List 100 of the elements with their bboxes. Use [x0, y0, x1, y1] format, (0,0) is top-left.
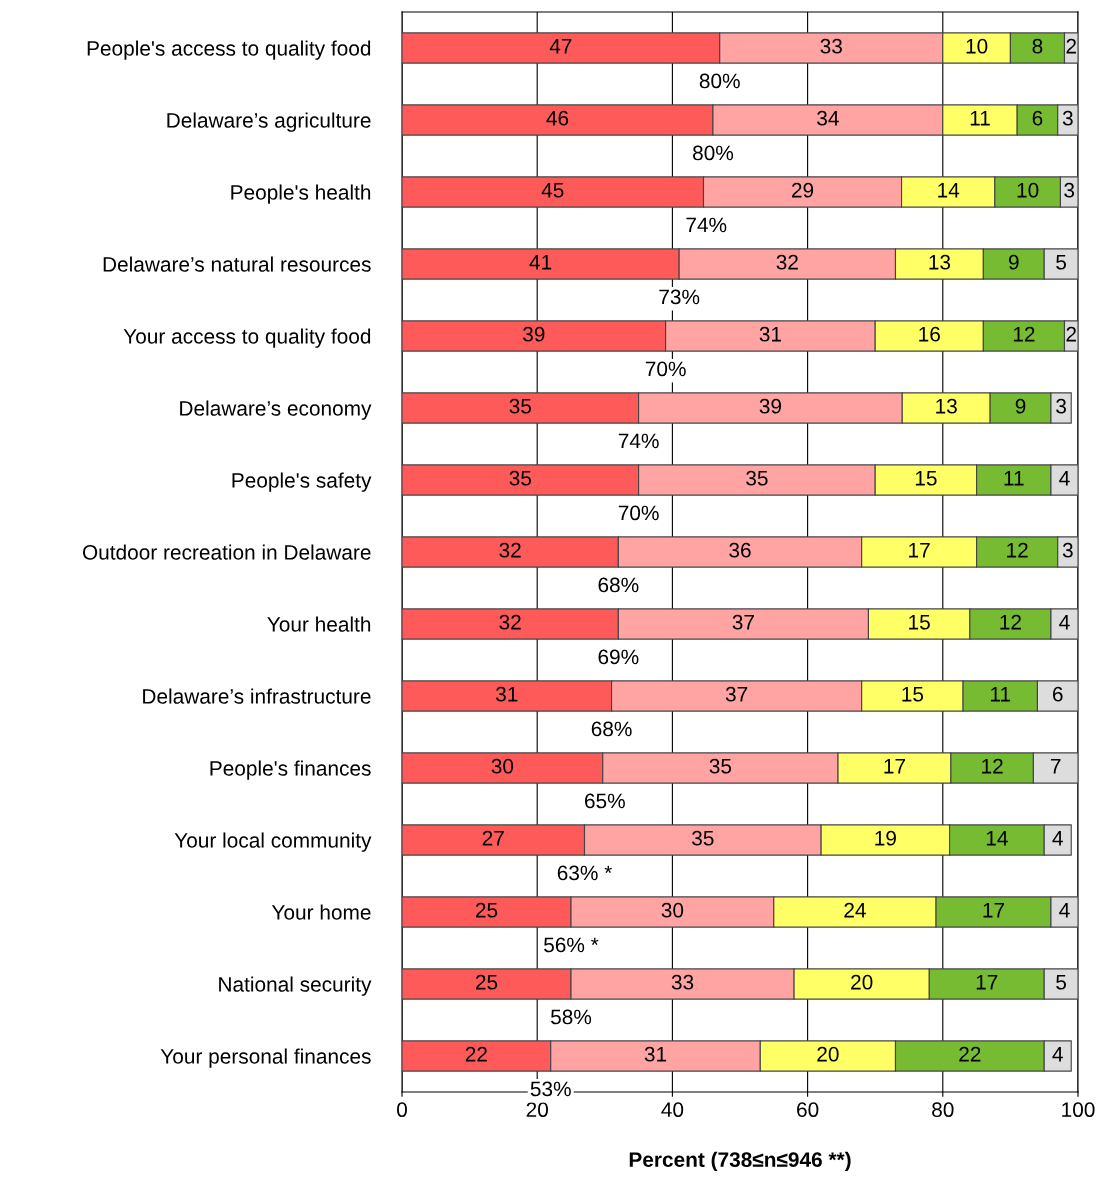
data-label: 5 [1056, 975, 1067, 990]
data-label: 31 [644, 1046, 667, 1062]
data-label: 4 [1059, 471, 1070, 486]
y-tick-label: People's health [231, 184, 371, 204]
data-label: 14 [938, 183, 960, 198]
y-tick-label: Your health [267, 616, 371, 632]
data-label: 9 [1015, 398, 1026, 414]
y-tick-label: Delaware’s infrastructure [143, 688, 371, 704]
x-tick-label: 100 [1062, 1102, 1095, 1118]
data-label: 7 [1050, 759, 1061, 774]
annotation: 53% [530, 1081, 571, 1097]
data-label: 31 [495, 686, 518, 702]
data-label: 11 [991, 687, 1011, 702]
data-label: 35 [709, 758, 732, 774]
annotation: 74% [618, 433, 659, 449]
y-tick-label: Your personal finances [160, 1048, 371, 1068]
y-tick-label: Delaware’s economy [180, 400, 372, 420]
data-label: 4 [1059, 615, 1070, 630]
data-label: 3 [1062, 542, 1073, 558]
data-label: 13 [936, 398, 957, 414]
data-label: 33 [820, 38, 842, 54]
data-label: 47 [549, 39, 572, 54]
data-label: 32 [776, 254, 798, 270]
data-label: 35 [509, 398, 532, 414]
data-label: 4 [1052, 1047, 1063, 1062]
x-axis-title: Percent (738≤n≤946 **) [629, 1151, 851, 1172]
data-label: 46 [546, 110, 569, 126]
data-label: 39 [523, 326, 545, 342]
data-label: 6 [1032, 110, 1043, 126]
data-label: 17 [909, 543, 930, 558]
data-label: 15 [909, 615, 930, 630]
y-tick-label: Delaware’s agriculture [167, 112, 371, 132]
annotation: 58% [550, 1009, 592, 1025]
data-label: 17 [884, 759, 906, 774]
data-label: 9 [1008, 254, 1019, 270]
data-label: 17 [976, 975, 998, 990]
data-label: 35 [692, 830, 714, 846]
data-label: 33 [671, 974, 694, 990]
data-label: 30 [491, 758, 514, 774]
data-label: 15 [915, 471, 937, 486]
data-label: 34 [817, 110, 839, 126]
data-label: 41 [529, 255, 552, 270]
data-label: 14 [986, 831, 1008, 846]
annotation: 80% [693, 145, 734, 161]
data-label: 35 [509, 470, 532, 486]
x-tick-label: 40 [661, 1102, 684, 1118]
annotation: 74% [686, 217, 727, 233]
data-label: 11 [970, 111, 990, 126]
data-label: 15 [902, 687, 924, 702]
data-label: 24 [844, 902, 866, 918]
data-label: 2 [1066, 38, 1076, 54]
y-tick-label: Your local community [174, 832, 372, 852]
data-label: 12 [982, 758, 1003, 774]
x-tick-label: 0 [397, 1102, 407, 1118]
data-label: 13 [929, 254, 951, 270]
data-label: 45 [541, 183, 564, 198]
data-label: 16 [919, 326, 940, 342]
data-label: 27 [482, 830, 504, 846]
data-label: 20 [851, 974, 873, 990]
data-label: 12 [1007, 542, 1028, 558]
annotation: 69% [598, 649, 639, 665]
data-label: 10 [1017, 182, 1039, 198]
y-tick-label: People's finances [210, 760, 371, 780]
data-label: 11 [1004, 471, 1024, 486]
data-label: 31 [759, 326, 781, 342]
annotation: 68% [591, 721, 632, 737]
data-label: 19 [875, 830, 896, 846]
data-label: 39 [759, 398, 782, 414]
annotation: 65% [585, 793, 625, 809]
data-label: 12 [1000, 614, 1021, 630]
data-label: 6 [1052, 686, 1063, 702]
y-tick-label: People's safety [232, 472, 372, 492]
data-label: 12 [1013, 326, 1035, 342]
y-tick-label: Your access to quality food [123, 328, 371, 348]
x-tick-label: 20 [526, 1102, 548, 1118]
annotation: 68% [598, 577, 639, 593]
y-tick-label: Your home [271, 904, 371, 920]
data-label: 3 [1062, 110, 1073, 126]
data-label: 22 [465, 1046, 487, 1062]
annotation: 73% [659, 289, 700, 305]
annotation: 70% [645, 361, 686, 377]
x-tick-label: 60 [797, 1102, 819, 1118]
data-label: 37 [732, 614, 754, 630]
data-label: 17 [983, 903, 1005, 918]
data-label: 22 [959, 1046, 981, 1062]
data-label: 37 [725, 686, 748, 702]
y-tick-label: National security [219, 976, 372, 996]
y-tick-label: Outdoor recreation in Delaware [82, 544, 371, 560]
data-label: 29 [791, 182, 814, 198]
y-tick-label: People's access to quality food [87, 40, 371, 60]
data-label: 20 [817, 1046, 839, 1062]
data-label: 32 [499, 614, 521, 630]
data-label: 25 [475, 902, 498, 918]
data-label: 30 [661, 902, 684, 918]
y-tick-label: Delaware’s natural resources [103, 256, 371, 272]
data-label: 4 [1059, 903, 1070, 918]
annotation: 70% [618, 505, 659, 521]
x-tick-label: 80 [932, 1102, 954, 1118]
data-label: 25 [475, 974, 498, 990]
annotation: 56% * [544, 937, 599, 953]
